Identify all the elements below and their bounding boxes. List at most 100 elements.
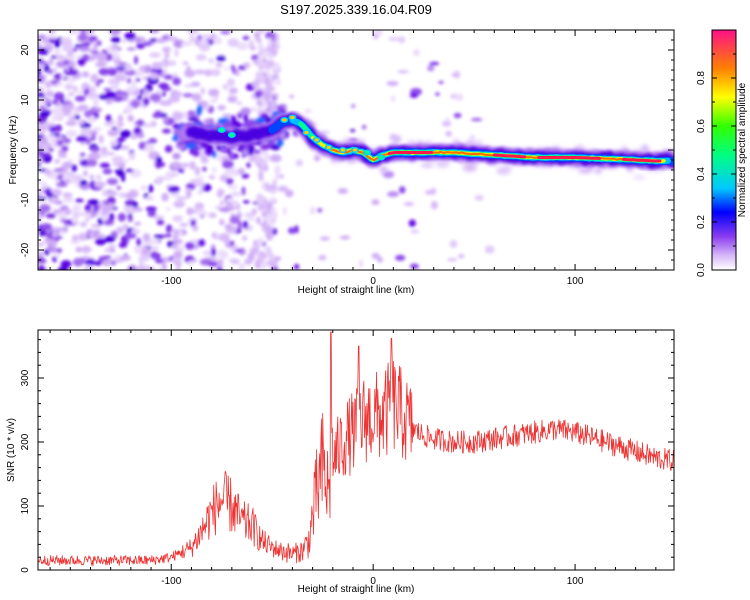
noise-blob bbox=[86, 92, 99, 100]
noise-blob bbox=[409, 263, 420, 270]
cluster-blob bbox=[243, 114, 248, 123]
noise-blob bbox=[258, 75, 267, 84]
noise-blob bbox=[273, 92, 279, 99]
noise-blob bbox=[268, 49, 275, 55]
snr-xtick-label: 0 bbox=[370, 576, 376, 587]
noise-blob bbox=[42, 135, 48, 143]
noise-blob bbox=[189, 34, 195, 43]
cluster-blob bbox=[228, 152, 234, 161]
noise-blob bbox=[38, 129, 46, 135]
noise-blob bbox=[104, 91, 117, 99]
noise-blob bbox=[114, 169, 124, 174]
noise-blob bbox=[38, 92, 45, 100]
noise-blob bbox=[208, 88, 220, 96]
noise-blob bbox=[224, 223, 233, 230]
noise-blob bbox=[387, 191, 400, 198]
noise-blob bbox=[132, 79, 137, 88]
noise-blob bbox=[241, 173, 250, 179]
noise-blob bbox=[61, 145, 69, 152]
noise-blob bbox=[156, 219, 165, 226]
noise-blob bbox=[267, 60, 273, 68]
noise-blob bbox=[177, 168, 185, 173]
noise-blob bbox=[83, 170, 88, 177]
cluster-blob bbox=[226, 147, 231, 154]
noise-blob bbox=[272, 178, 278, 187]
noise-blob bbox=[237, 167, 246, 175]
noise-blob bbox=[183, 163, 190, 167]
cluster-blob bbox=[280, 131, 286, 139]
noise-blob bbox=[112, 259, 124, 263]
noise-blob bbox=[133, 246, 142, 251]
noise-blob bbox=[114, 74, 127, 82]
snr-ytick-label: 0 bbox=[20, 567, 31, 573]
noise-blob bbox=[162, 68, 168, 76]
noise-blob bbox=[266, 72, 273, 79]
snr-xtick-label: -100 bbox=[161, 576, 181, 587]
haze-blob bbox=[633, 174, 646, 180]
noise-blob bbox=[271, 260, 278, 268]
spectral-ridge bbox=[179, 111, 674, 171]
noise-blob bbox=[51, 116, 60, 121]
noise-blob bbox=[319, 236, 330, 241]
noise-blob bbox=[75, 246, 83, 253]
noise-blob bbox=[41, 152, 51, 158]
noise-blob bbox=[222, 83, 229, 90]
noise-blob bbox=[188, 260, 194, 267]
noise-blob bbox=[241, 186, 246, 196]
noise-blob bbox=[150, 246, 160, 251]
noise-blob bbox=[267, 77, 275, 85]
noise-blob bbox=[148, 184, 154, 193]
noise-blob bbox=[133, 221, 142, 226]
noise-blob bbox=[96, 40, 102, 46]
snr-ytick-label: 100 bbox=[20, 497, 31, 514]
noise-blob bbox=[38, 180, 46, 184]
noise-blob bbox=[110, 139, 119, 147]
noise-blob bbox=[142, 41, 153, 46]
noise-blob bbox=[264, 154, 270, 162]
noise-blob bbox=[438, 80, 444, 84]
noise-blob bbox=[87, 199, 100, 205]
noise-blob bbox=[186, 190, 192, 199]
noise-blob bbox=[133, 207, 144, 212]
noise-blob bbox=[124, 32, 136, 41]
noise-blob bbox=[118, 192, 127, 198]
noise-blob bbox=[339, 235, 351, 240]
noise-blob bbox=[112, 52, 120, 60]
noise-blob bbox=[265, 182, 270, 192]
noise-blob bbox=[430, 200, 439, 210]
noise-blob bbox=[89, 174, 94, 180]
noise-blob bbox=[198, 43, 211, 52]
noise-blob bbox=[38, 97, 46, 106]
noise-blob bbox=[95, 174, 102, 181]
noise-blob bbox=[164, 51, 170, 60]
noise-blob bbox=[271, 41, 276, 49]
noise-blob bbox=[45, 213, 56, 219]
ridge-blob-core bbox=[352, 148, 358, 152]
noise-blob bbox=[451, 73, 461, 78]
noise-blob bbox=[271, 207, 277, 216]
noise-blob bbox=[255, 250, 262, 258]
noise-blob bbox=[229, 215, 240, 224]
noise-blob bbox=[403, 201, 415, 206]
noise-blob bbox=[148, 138, 158, 144]
noise-blob bbox=[470, 117, 483, 122]
noise-blob bbox=[268, 201, 273, 211]
colorbar-tick-label: 0.4 bbox=[696, 167, 707, 181]
noise-blob bbox=[38, 265, 46, 270]
noise-blob bbox=[77, 58, 86, 66]
noise-blob bbox=[337, 188, 349, 195]
noise-blob bbox=[200, 157, 209, 164]
noise-blob bbox=[262, 102, 270, 108]
noise-blob bbox=[255, 257, 263, 265]
noise-blob bbox=[124, 159, 129, 163]
noise-blob bbox=[43, 36, 49, 45]
snr-series-line bbox=[38, 331, 674, 566]
noise-blob bbox=[274, 165, 281, 175]
noise-blob bbox=[450, 93, 458, 100]
noise-blob bbox=[94, 204, 99, 213]
noise-blob bbox=[211, 68, 221, 77]
noise-blob bbox=[136, 43, 145, 49]
noise-blob bbox=[52, 67, 58, 74]
noise-blob bbox=[152, 112, 161, 119]
noise-blob bbox=[263, 91, 271, 101]
